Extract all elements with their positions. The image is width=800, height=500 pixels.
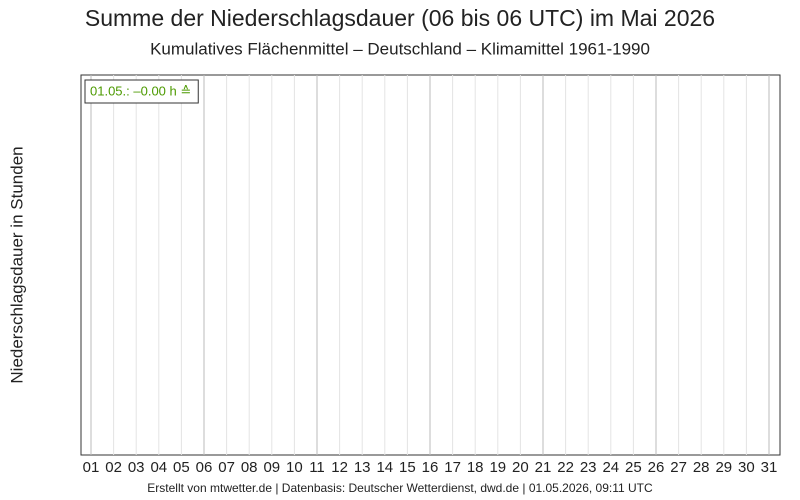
x-tick-label: 22: [557, 459, 574, 476]
x-tick-label: 19: [489, 459, 506, 476]
annotation: 01.05.: –0.00 h ≙: [90, 83, 191, 98]
x-tick-label: 04: [150, 459, 167, 476]
x-tick-label: 09: [263, 459, 280, 476]
chart-subtitle: Kumulatives Flächenmittel – Deutschland …: [150, 39, 650, 58]
x-tick-label: 26: [648, 459, 665, 476]
x-tick-label: 11: [309, 459, 325, 476]
x-tick-label: 12: [331, 459, 348, 476]
x-tick-label: 07: [218, 459, 235, 476]
x-tick-label: 16: [422, 459, 439, 476]
x-tick-label: 28: [693, 459, 710, 476]
x-tick-label: 25: [625, 459, 642, 476]
x-tick-label: 01: [83, 459, 100, 476]
x-tick-label: 06: [196, 459, 213, 476]
x-tick-label: 29: [715, 459, 732, 476]
x-tick-label: 20: [512, 459, 529, 476]
x-tick-label: 18: [467, 459, 484, 476]
x-tick-label: 31: [761, 459, 778, 476]
x-tick-label: 10: [286, 459, 303, 476]
x-tick-label: 27: [670, 459, 687, 476]
x-tick-label: 24: [602, 459, 619, 476]
x-tick-label: 17: [444, 459, 461, 476]
footer: Erstellt von mtwetter.de | Datenbasis: D…: [147, 481, 653, 495]
x-tick-label: 03: [128, 459, 145, 476]
x-tick-label: 02: [105, 459, 122, 476]
x-tick-label: 23: [580, 459, 597, 476]
x-tick-label: 30: [738, 459, 755, 476]
x-tick-label: 21: [535, 459, 552, 476]
annotation-box: [84, 79, 199, 104]
x-tick-label: 05: [173, 459, 190, 476]
x-tick-label: 13: [354, 459, 371, 476]
x-tick-label: 15: [399, 459, 416, 476]
x-tick-label: 08: [241, 459, 258, 476]
y-axis-label: Niederschlagsdauer in Stunden: [7, 146, 26, 383]
chart-title: Summe der Niederschlagsdauer (06 bis 06 …: [85, 5, 715, 31]
x-tick-label: 14: [376, 459, 393, 476]
